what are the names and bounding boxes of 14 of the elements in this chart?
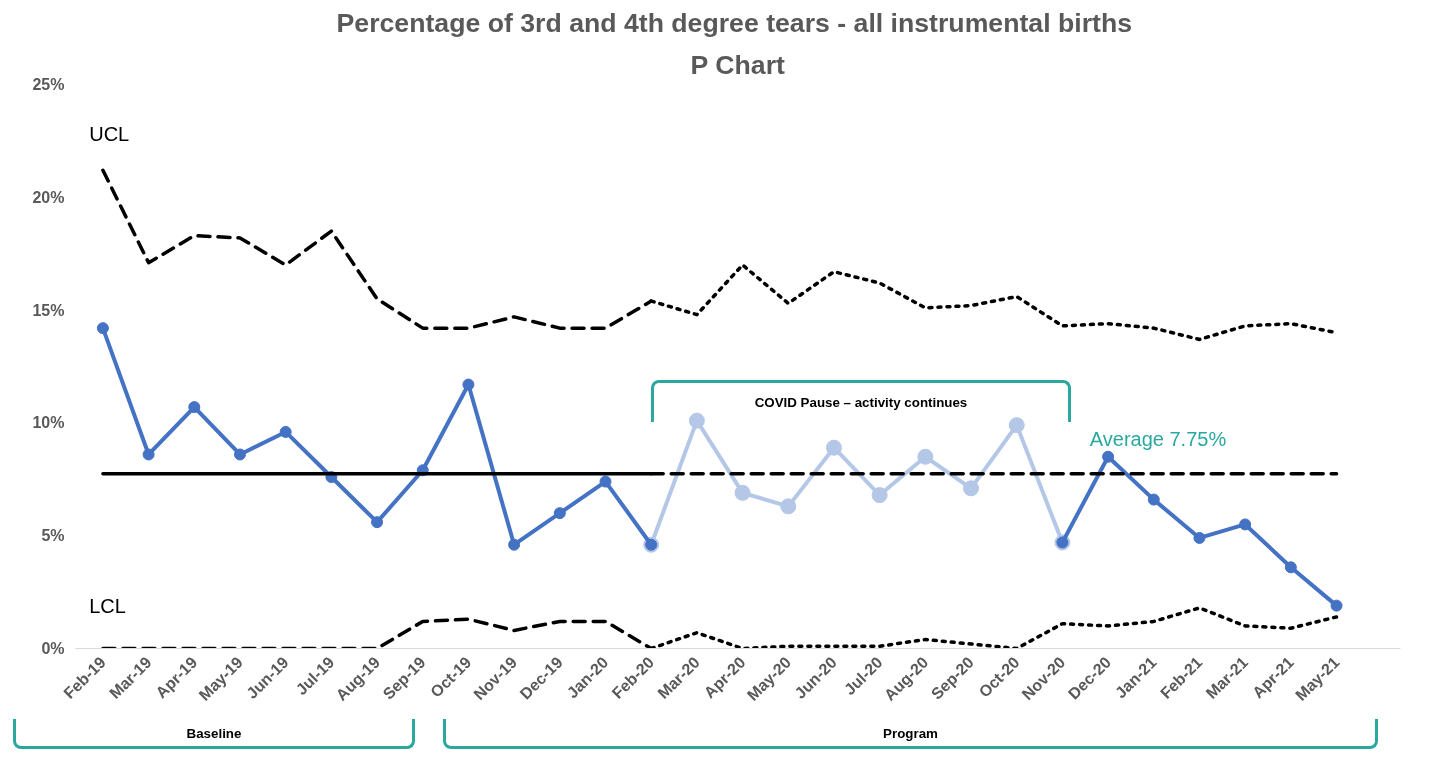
y-tick-label: 10% bbox=[32, 414, 65, 432]
y-tick-label: 5% bbox=[41, 527, 65, 545]
bracket: Baseline bbox=[13, 719, 415, 749]
chart-subtitle: P Chart bbox=[690, 49, 786, 80]
y-tick-label: 0% bbox=[41, 640, 65, 657]
annotation: Average 7.75% bbox=[1089, 427, 1227, 450]
chart-title: Percentage of 3rd and 4th degree tears - all instrumental births bbox=[336, 7, 1133, 38]
y-tick-label: 25% bbox=[32, 76, 65, 93]
y-tick-label: 20% bbox=[32, 188, 65, 206]
y-tick-label: 15% bbox=[32, 301, 65, 319]
annotation: LCL bbox=[89, 594, 126, 617]
bracket-covid: COVID Pause – activity continues bbox=[651, 380, 1071, 422]
bracket: Program bbox=[443, 719, 1378, 749]
annotation: UCL bbox=[89, 123, 130, 146]
